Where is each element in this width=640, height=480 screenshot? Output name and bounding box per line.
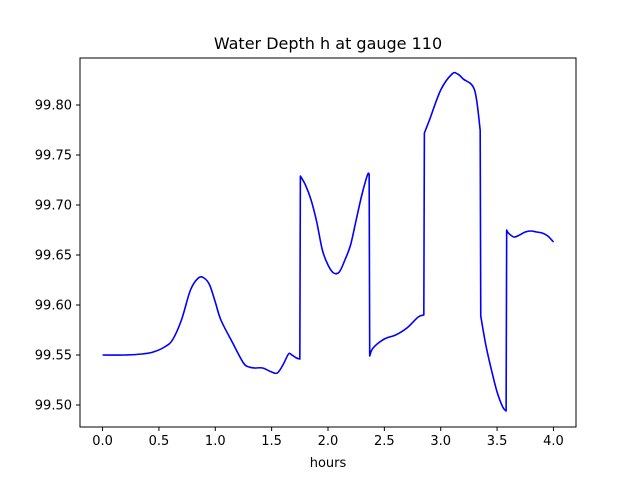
y-tick-label: 99.60 (35, 299, 72, 314)
x-tick-label: 4.0 (543, 434, 564, 449)
y-tick-label: 99.50 (35, 399, 72, 414)
plot-area: 0.0 0.5 1.0 1.5 2.0 2.5 3.0 3.5 4.0 99.5099.5599… (35, 57, 577, 449)
x-tick-label: 3.0 (430, 434, 451, 449)
x-tick-label: 3.5 (487, 434, 508, 449)
y-tick-label: 99.65 (35, 249, 72, 264)
y-axis: 99.50 99.55 99.60 99.65 99.70 99.75 99.80 (35, 99, 80, 414)
y-tick-label: 99.75 (35, 149, 72, 164)
x-tick-label: 0.0 (92, 434, 113, 449)
x-axis-label: hours (310, 456, 347, 471)
y-tick-label: 99.80 (35, 99, 72, 114)
x-tick-label: 1.0 (205, 434, 226, 449)
chart-title: Water Depth h at gauge 110 (214, 34, 442, 53)
y-tick-label: 99.55 (35, 349, 72, 364)
x-tick-label: 0.5 (149, 434, 170, 449)
x-axis: 0.0 0.5 1.0 1.5 2.0 2.5 3.0 3.5 4.0 (92, 427, 564, 449)
x-tick-label: 1.5 (261, 434, 282, 449)
y-tick-label: 99.70 (35, 199, 72, 214)
x-tick-label: 2.0 (318, 434, 339, 449)
axes-frame (79, 57, 577, 428)
x-tick-label: 2.5 (374, 434, 395, 449)
series-line (102, 71, 555, 412)
